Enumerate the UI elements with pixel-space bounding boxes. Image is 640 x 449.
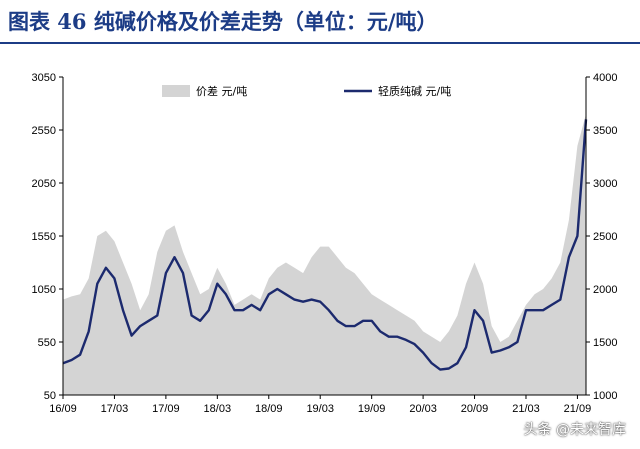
x-tick-label: 19/03	[306, 403, 334, 415]
x-tick-label: 20/03	[409, 403, 437, 415]
right-tick-label: 3000	[593, 178, 617, 190]
right-tick-label: 2500	[593, 231, 617, 243]
left-tick-label: 550	[38, 337, 56, 349]
left-tick-label: 50	[44, 390, 56, 402]
left-tick-label: 3050	[32, 72, 56, 84]
left-tick-label: 2050	[32, 178, 56, 190]
right-tick-label: 1500	[593, 337, 617, 349]
x-tick-label: 18/09	[255, 403, 283, 415]
x-tick-label: 20/09	[461, 403, 489, 415]
right-tick-label: 4000	[593, 72, 617, 84]
series-area-spread	[63, 114, 586, 395]
figure-header: 图表 46 纯碱价格及价差走势（单位：元/吨）	[0, 0, 640, 44]
figure-title: 图表 46 纯碱价格及价差走势（单位：元/吨）	[8, 9, 438, 34]
left-tick-label: 2550	[32, 125, 56, 137]
legend-swatch-spread	[162, 85, 190, 97]
right-tick-label: 3500	[593, 125, 617, 137]
plot-area: 3050 2550 2050 1550 1050 550 50 4000 3500 3000 250…	[32, 72, 618, 415]
x-tick-label: 16/09	[49, 403, 77, 415]
legend-label-spread: 价差 元/吨	[196, 84, 247, 98]
x-tick-label: 17/03	[101, 403, 129, 415]
right-tick-label: 1000	[593, 390, 617, 402]
right-tick-label: 2000	[593, 284, 617, 296]
x-tick-label: 17/09	[152, 403, 180, 415]
x-tick-label: 21/03	[512, 403, 540, 415]
chart: 3050 2550 2050 1550 1050 550 50 4000 3500 3000 250…	[32, 72, 618, 415]
watermark: 头条 @未来智库	[523, 422, 626, 438]
left-tick-label: 1550	[32, 231, 56, 243]
series-line-light-soda	[62, 119, 588, 371]
x-tick-label: 21/09	[564, 403, 592, 415]
legend-label-line: 轻质纯碱 元/吨	[378, 84, 451, 98]
title-rule	[0, 42, 640, 44]
left-tick-label: 1050	[32, 284, 56, 296]
x-tick-label: 18/03	[204, 403, 232, 415]
x-tick-label: 19/09	[358, 403, 386, 415]
